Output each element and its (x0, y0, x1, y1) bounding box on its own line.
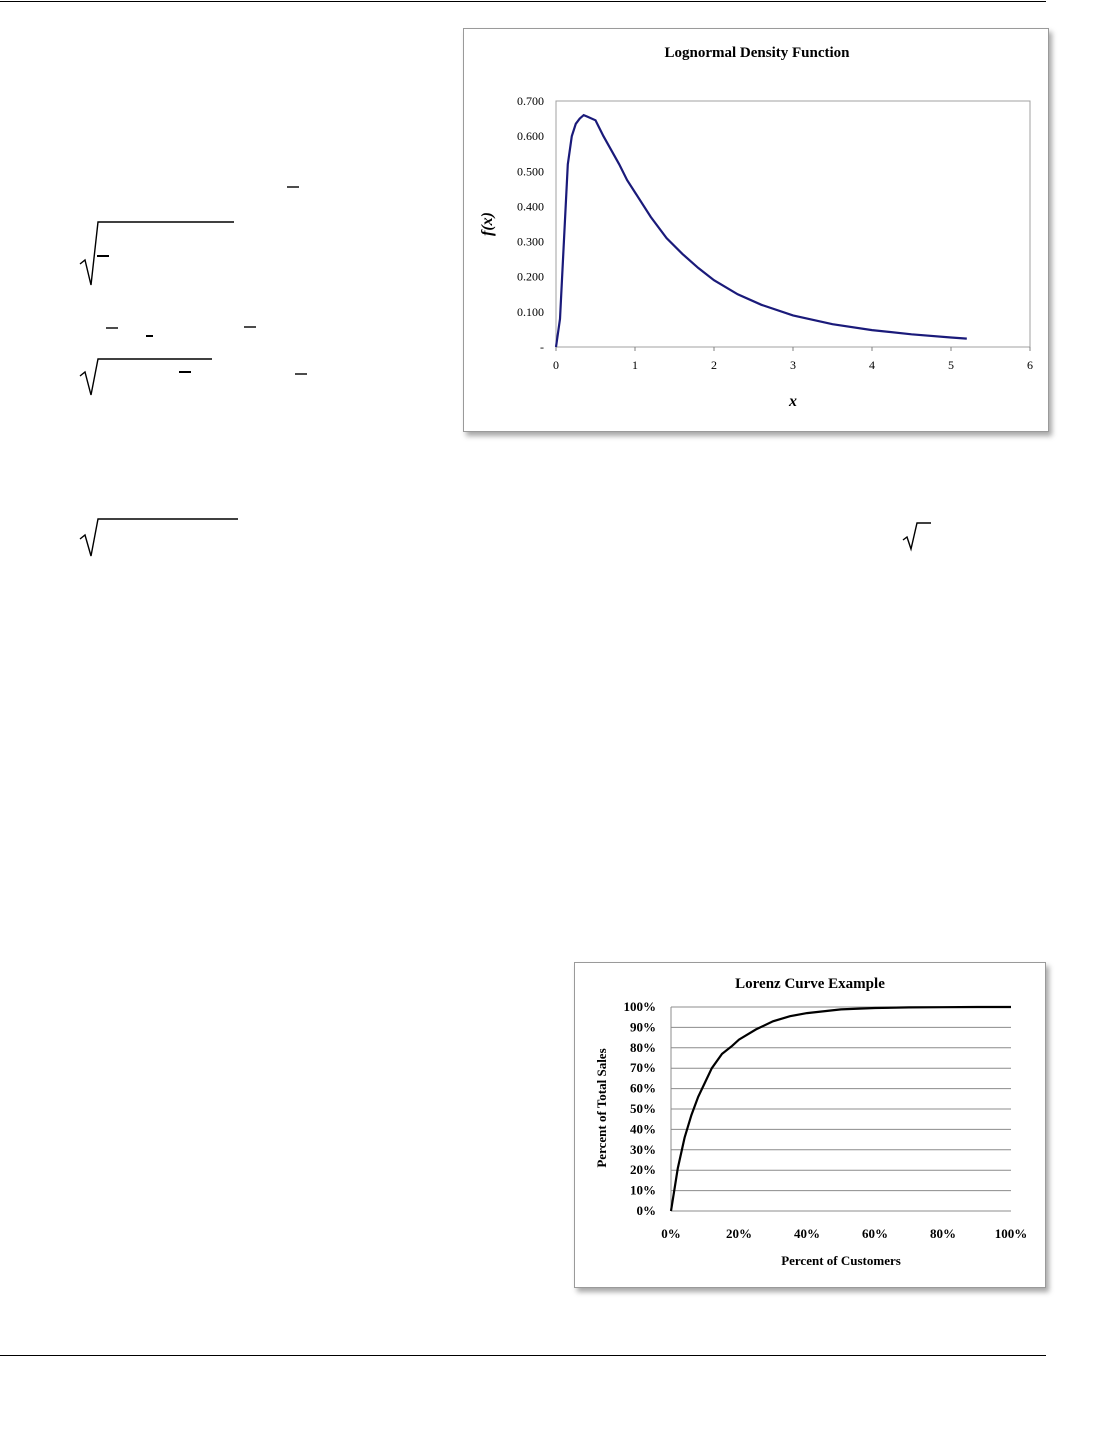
y-tick-label: 0.400 (517, 199, 544, 213)
chart-title: Lognormal Density Function (664, 45, 850, 61)
y-tick-label: 10% (630, 1183, 656, 1198)
x-tick-label: 5 (948, 358, 954, 372)
y-tick-label: 0.200 (517, 270, 544, 284)
x-tick-label: 80% (930, 1226, 956, 1241)
y-tick-label: 20% (630, 1162, 656, 1177)
x-tick-label: 100% (995, 1226, 1028, 1241)
y-tick-label: 90% (630, 1019, 656, 1034)
x-tick-label: 3 (790, 358, 796, 372)
chart-title: Lorenz Curve Example (735, 976, 885, 992)
radical-sign (79, 518, 238, 557)
x-tick-label: 1 (632, 358, 638, 372)
y-axis-label: f(x) (479, 212, 496, 236)
x-axis-label: x (788, 393, 797, 410)
x-tick-label: 0% (661, 1226, 681, 1241)
y-axis-label: Percent of Total Sales (594, 1048, 609, 1167)
lorenz-chart: Lorenz Curve Example 0% 10% 20% 30% 40% 50% 60… (574, 962, 1046, 1288)
y-tick-label: 0.600 (517, 129, 544, 143)
x-tick-label: 20% (726, 1226, 752, 1241)
y-tick-label: 0.700 (517, 94, 544, 108)
y-tick-label: 80% (630, 1040, 656, 1055)
x-tick-label: 60% (862, 1226, 888, 1241)
y-tick-label: 0.100 (517, 305, 544, 319)
x-tick-label: 0 (553, 358, 559, 372)
y-tick-label: 0.500 (517, 164, 544, 178)
top-rule (0, 1, 1046, 2)
lorenz-line (669, 1005, 1011, 1212)
y-tick-label: 0% (637, 1203, 657, 1218)
y-tick-label: 30% (630, 1142, 656, 1157)
radical-sign (79, 358, 212, 396)
x-tick-label: 2 (711, 358, 717, 372)
radical-sign (902, 522, 931, 552)
bottom-rule (0, 1355, 1046, 1356)
y-tick-label: 60% (630, 1081, 656, 1096)
y-tick-label: - (540, 340, 544, 354)
x-axis-label: Percent of Customers (781, 1253, 901, 1268)
y-tick-label: 0.300 (517, 235, 544, 249)
radical-sign (79, 221, 234, 286)
x-tick-label: 4 (869, 358, 875, 372)
density-line (554, 113, 967, 348)
x-tick-label: 40% (794, 1226, 820, 1241)
lognormal-chart: Lognormal Density Function - 0.100 0.200 0.… (463, 28, 1049, 432)
x-tick-label: 6 (1027, 358, 1033, 372)
y-tick-label: 50% (630, 1101, 656, 1116)
plot-area (555, 100, 1031, 348)
y-tick-label: 100% (624, 999, 657, 1014)
y-tick-label: 70% (630, 1060, 656, 1075)
y-tick-label: 40% (630, 1121, 656, 1136)
